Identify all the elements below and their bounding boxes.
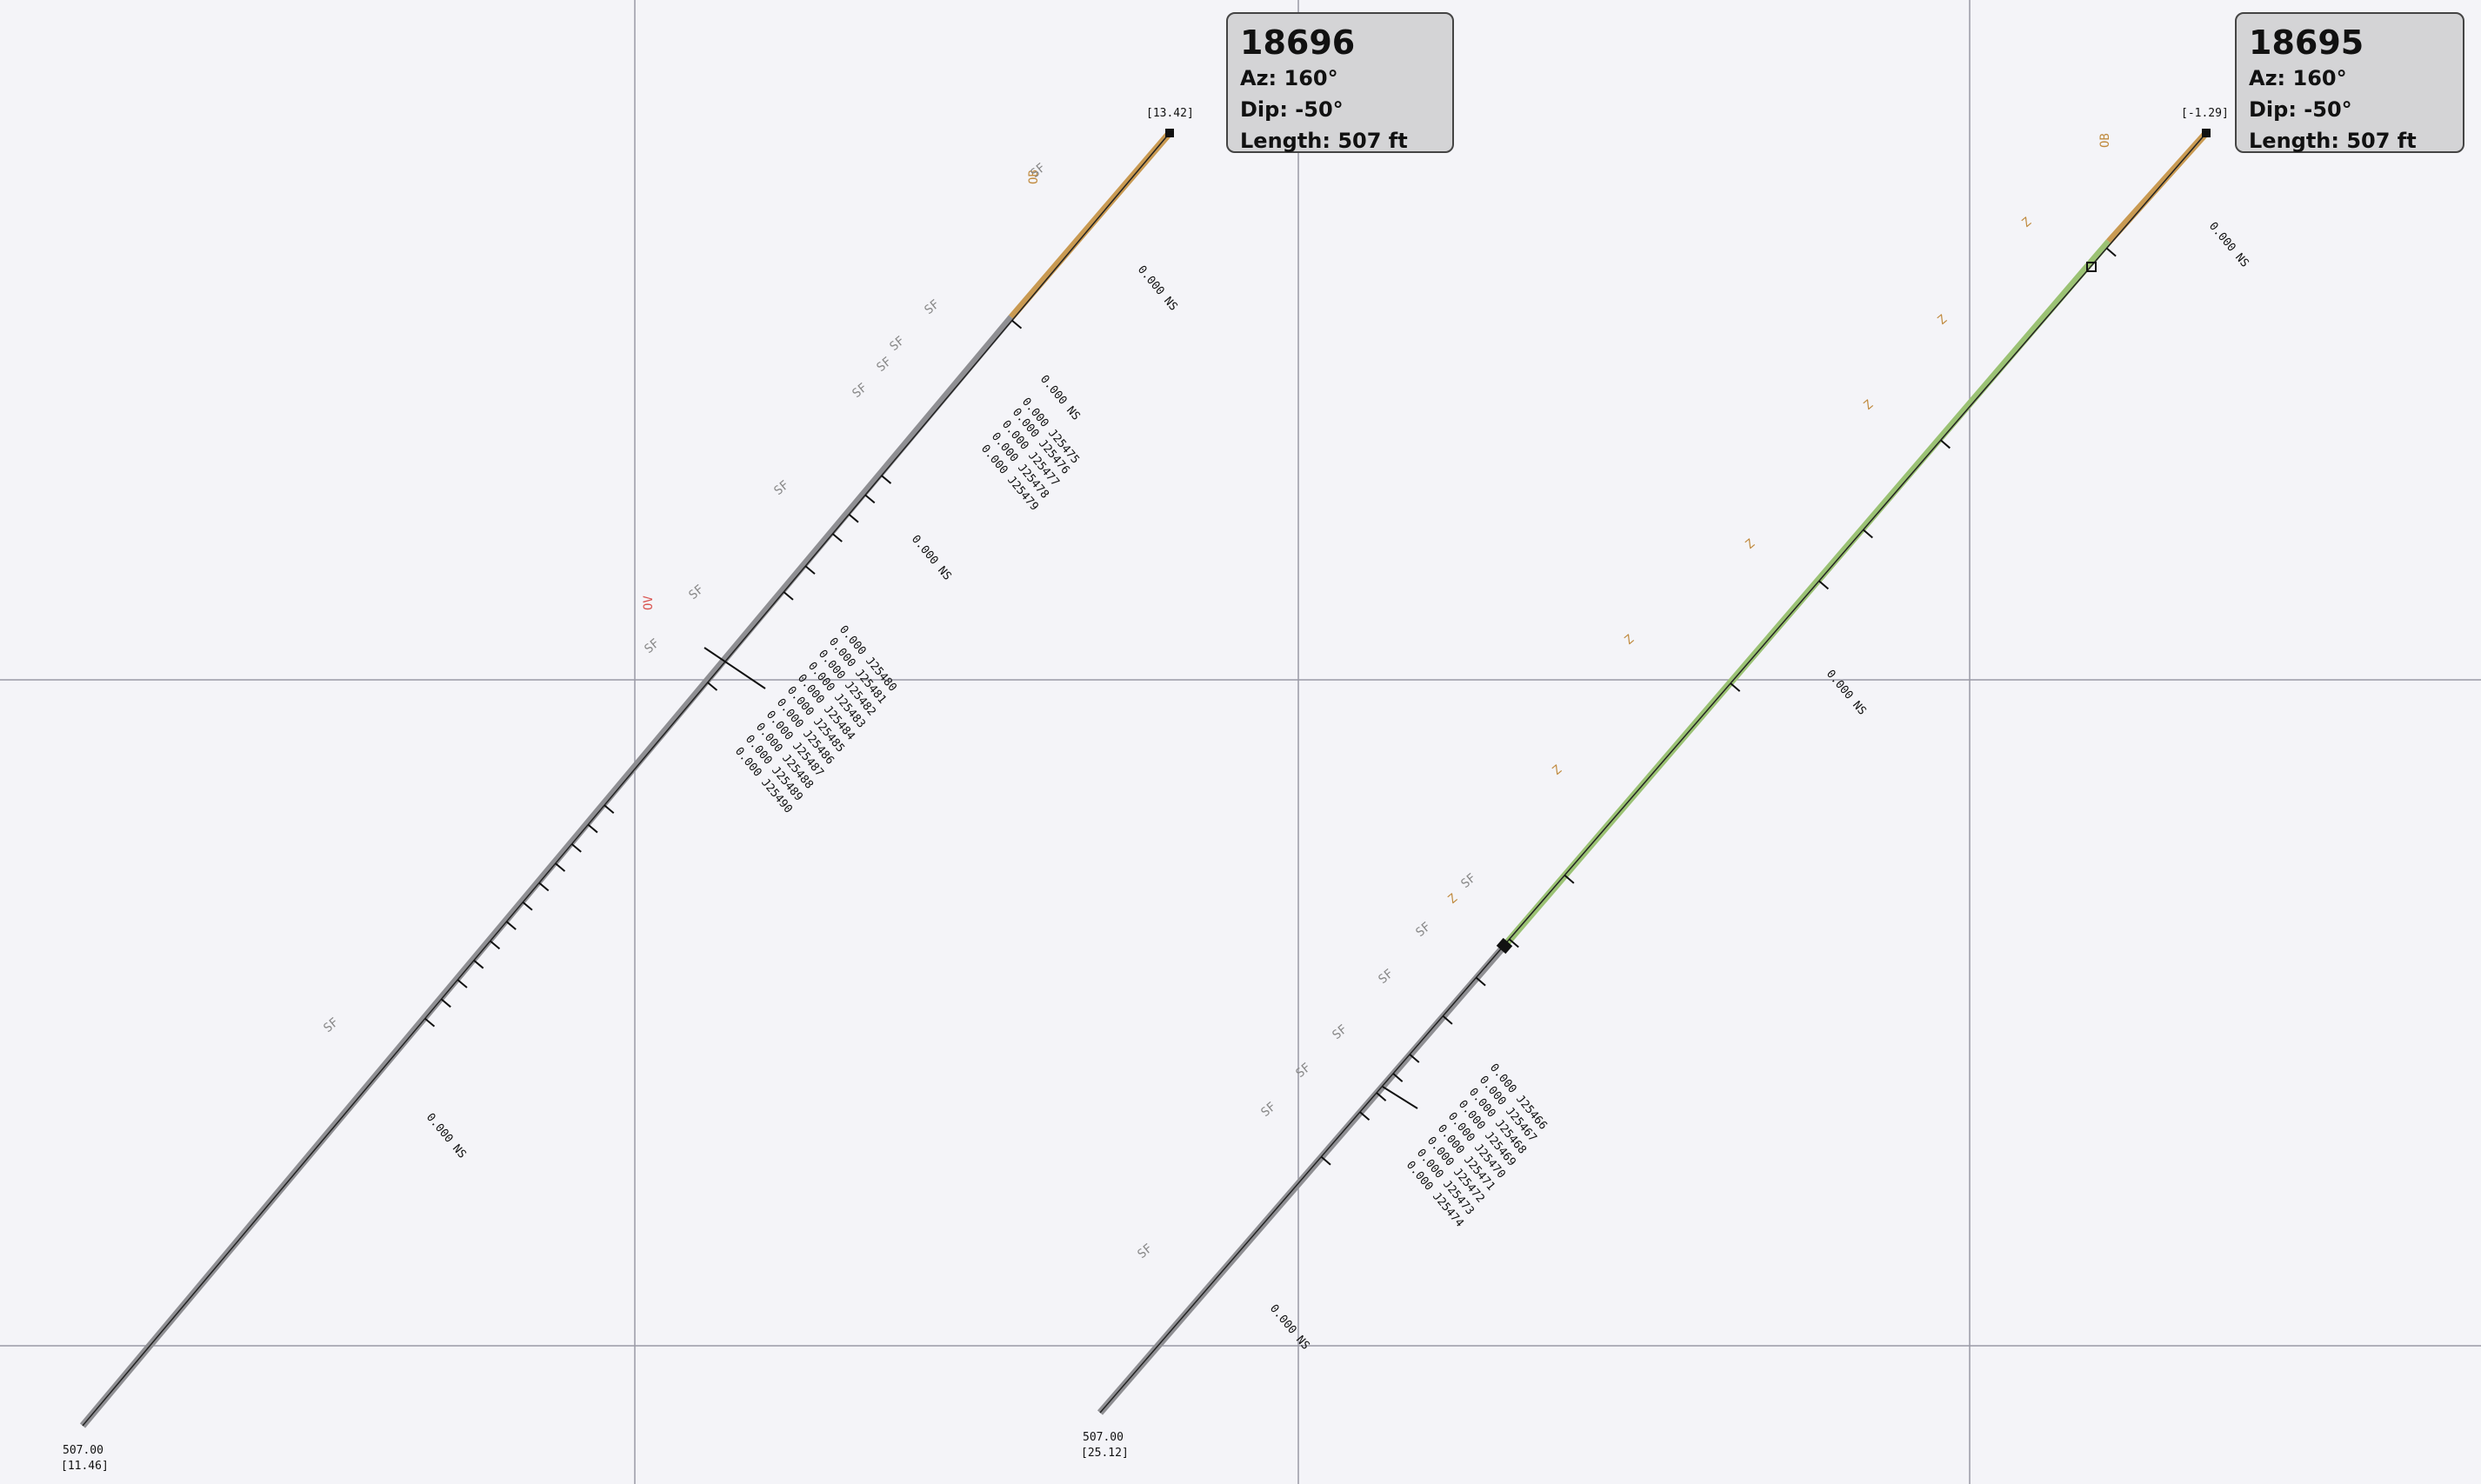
side-label: SF <box>1413 920 1433 940</box>
dark-interval <box>1496 937 1513 955</box>
end-depth-label: 507.00 <box>63 1444 103 1457</box>
z-label: Z <box>2019 215 2034 230</box>
survey-marker <box>2086 262 2097 272</box>
interval-tick <box>804 565 816 575</box>
interval-tick <box>1359 1111 1371 1121</box>
sample-leader <box>1382 1086 1418 1109</box>
interval-tick <box>604 804 615 815</box>
interval-tick <box>707 682 718 691</box>
hole-info-box-18696[interactable]: 18696 Az: 160° Dip: -50° Length: 507 ft <box>1226 12 1454 153</box>
interval-tick <box>555 862 566 872</box>
ns-label: 0.000 NS <box>1824 668 1869 718</box>
interval-tick <box>457 979 468 988</box>
interval-tick <box>1475 976 1486 987</box>
side-label: SF <box>1258 1100 1278 1120</box>
drillhole-18696[interactable]: [13.42] 507.00 [11.46] OB OV SF SF SF SF… <box>61 107 1194 1473</box>
interval-tick <box>424 1017 436 1028</box>
interval-ticks <box>424 319 1023 1028</box>
z-label: Z <box>1622 632 1637 648</box>
hole-dip: Dip: -50° <box>2249 97 2352 122</box>
ns-label: 0.000 NS <box>909 533 954 583</box>
hole-azimuth: Az: 160° <box>2249 66 2347 90</box>
interval-tick <box>440 998 451 1008</box>
sample-labels-lower: 0.000 J25480 0.000 J25481 0.000 J25482 0… <box>732 623 899 816</box>
z-label: Z <box>1935 312 1950 328</box>
hole-trace-line <box>82 132 1170 1427</box>
side-label: SF <box>887 334 907 354</box>
red-label: OV <box>642 596 656 610</box>
z-label: Z <box>1861 397 1876 413</box>
interval-tick <box>522 901 533 911</box>
interval-tick <box>538 882 550 892</box>
ns-label: 0.000 NS <box>1267 1302 1312 1353</box>
z-label: Z <box>1743 536 1757 552</box>
interval-tick <box>848 513 859 523</box>
interval-tick <box>1940 439 1951 449</box>
side-label: SF <box>771 478 791 498</box>
hole-info-box-18695[interactable]: 18695 Az: 160° Dip: -50° Length: 507 ft <box>2235 12 2464 153</box>
side-label: SF <box>1135 1241 1155 1261</box>
drillhole-18695[interactable]: [-1.29] 507.00 [25.12] OB Z Z Z Z Z Z Z … <box>1081 107 2251 1460</box>
ns-label: 0.000 NS <box>424 1111 469 1161</box>
interval-tick <box>490 940 501 950</box>
interval-tick <box>864 494 876 504</box>
hole-trace-line <box>1099 132 2207 1414</box>
sample-leader <box>704 647 766 689</box>
sample-labels: 0.000 J25466 0.000 J25467 0.000 J25468 0… <box>1404 1061 1550 1230</box>
interval-tick <box>1863 529 1873 539</box>
interval-tick <box>1392 1073 1404 1082</box>
side-label: SF <box>1330 1022 1350 1042</box>
interval-tick <box>505 921 517 930</box>
z-label: Z <box>1445 891 1460 907</box>
interval-tick <box>1818 580 1830 590</box>
hole-id: 18695 <box>2249 23 2364 62</box>
collar-label: [-1.29] <box>2181 107 2229 120</box>
interval-tick <box>2105 247 2117 257</box>
interval-tick <box>1508 938 1519 948</box>
collar-label: [13.42] <box>1146 107 1194 120</box>
interval-tick <box>1376 1092 1387 1101</box>
interval-tick <box>1320 1155 1331 1166</box>
side-label: SF <box>1293 1061 1313 1081</box>
collar-marker[interactable] <box>2202 129 2211 137</box>
end-elev-label: [11.46] <box>61 1460 109 1473</box>
interval-tick <box>570 843 582 853</box>
interval-tick <box>831 533 843 542</box>
hole-id: 18696 <box>1240 23 1356 62</box>
collar-marker[interactable] <box>1165 129 1174 137</box>
interval-tick <box>1409 1054 1420 1063</box>
ns-label: 0.000 NS <box>2206 220 2251 270</box>
interval-tick <box>881 475 892 484</box>
interval-tick <box>1564 875 1575 884</box>
orange-label: OB <box>1027 170 1041 184</box>
side-label: SF <box>850 381 870 401</box>
interval-tick <box>1011 319 1023 329</box>
interval-tick <box>1442 1015 1453 1025</box>
hole-length: Length: 507 ft <box>1240 129 1408 153</box>
side-label: SF <box>686 582 706 602</box>
end-elev-label: [25.12] <box>1081 1447 1129 1460</box>
hole-length: Length: 507 ft <box>2249 129 2417 153</box>
side-label: SF <box>642 636 662 656</box>
orange-label: OB <box>2098 133 2112 148</box>
interval-tick <box>783 591 794 601</box>
z-label: Z <box>1550 762 1564 778</box>
interval-tick <box>1730 682 1741 692</box>
side-label: SF <box>922 297 942 317</box>
interval-tick <box>473 959 484 969</box>
end-depth-label: 507.00 <box>1083 1431 1124 1444</box>
side-label: SF <box>1376 967 1396 987</box>
interval-ticks <box>1320 247 2117 1166</box>
hole-azimuth: Az: 160° <box>1240 66 1338 90</box>
side-label: SF <box>321 1015 341 1035</box>
side-label: SF <box>1458 871 1478 891</box>
interval-tick <box>587 823 598 834</box>
ns-label: 0.000 NS <box>1135 263 1180 314</box>
side-label: SF <box>874 355 894 375</box>
hole-dip: Dip: -50° <box>1240 97 1344 122</box>
